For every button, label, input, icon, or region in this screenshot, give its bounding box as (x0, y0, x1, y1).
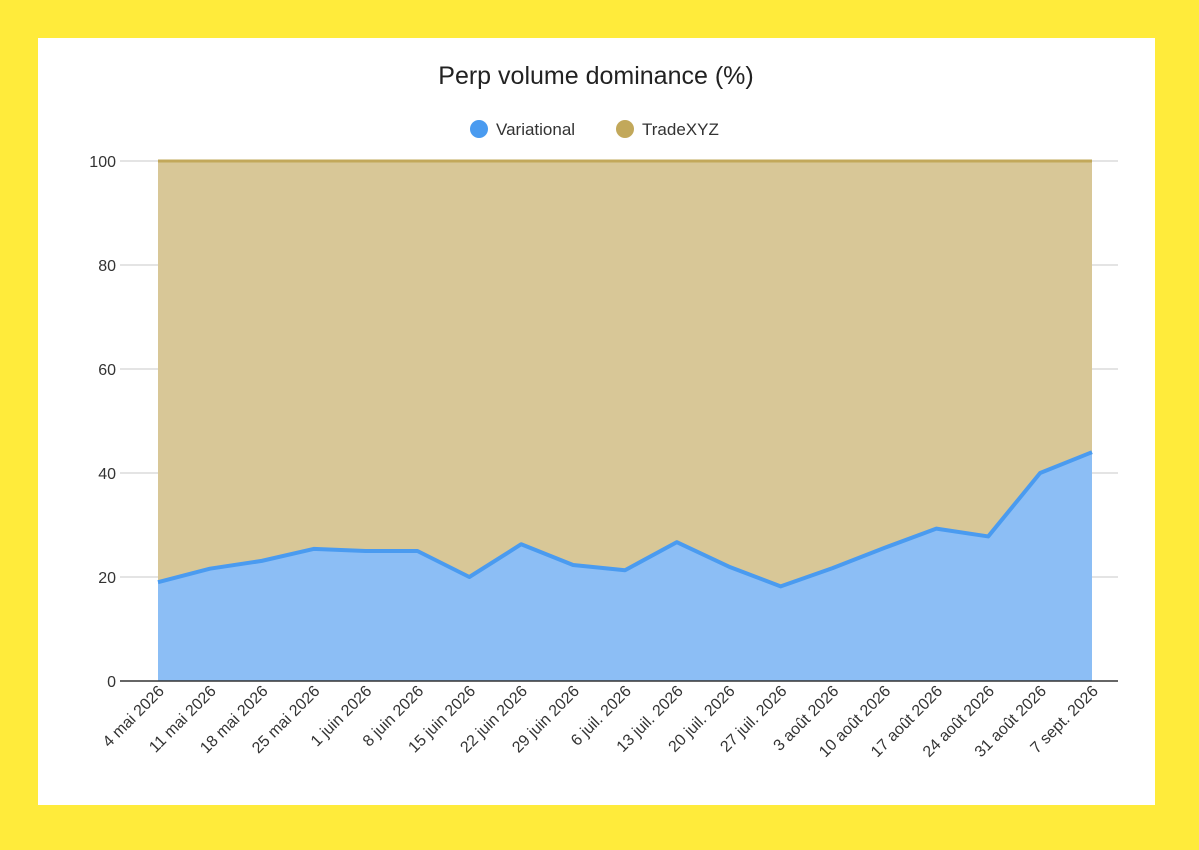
area-tradexyz (158, 161, 1092, 587)
chart-svg: Perp volume dominance (%) Variational Tra… (89, 62, 1118, 761)
legend-marker (470, 120, 488, 138)
area-variational (158, 452, 1092, 681)
y-tick-label: 100 (89, 154, 116, 171)
plot-area (157, 159, 1093, 681)
y-tick-label: 60 (98, 362, 116, 379)
y-tick-label: 20 (98, 570, 116, 587)
y-tick-label: 80 (98, 258, 116, 275)
y-tick-label: 0 (107, 674, 116, 691)
legend: Variational TradeXYZ (470, 120, 719, 139)
legend-item: Variational (470, 120, 575, 139)
legend-label: TradeXYZ (642, 120, 719, 139)
legend-marker (616, 120, 634, 138)
legend-label: Variational (496, 120, 575, 139)
y-axis-ticks: 0 20 40 60 80 100 (89, 154, 116, 691)
y-tick-label: 40 (98, 466, 116, 483)
chart-card: Perp volume dominance (%) Variational Tra… (38, 38, 1155, 805)
legend-item: TradeXYZ (616, 120, 719, 139)
chart-title: Perp volume dominance (%) (438, 62, 753, 90)
